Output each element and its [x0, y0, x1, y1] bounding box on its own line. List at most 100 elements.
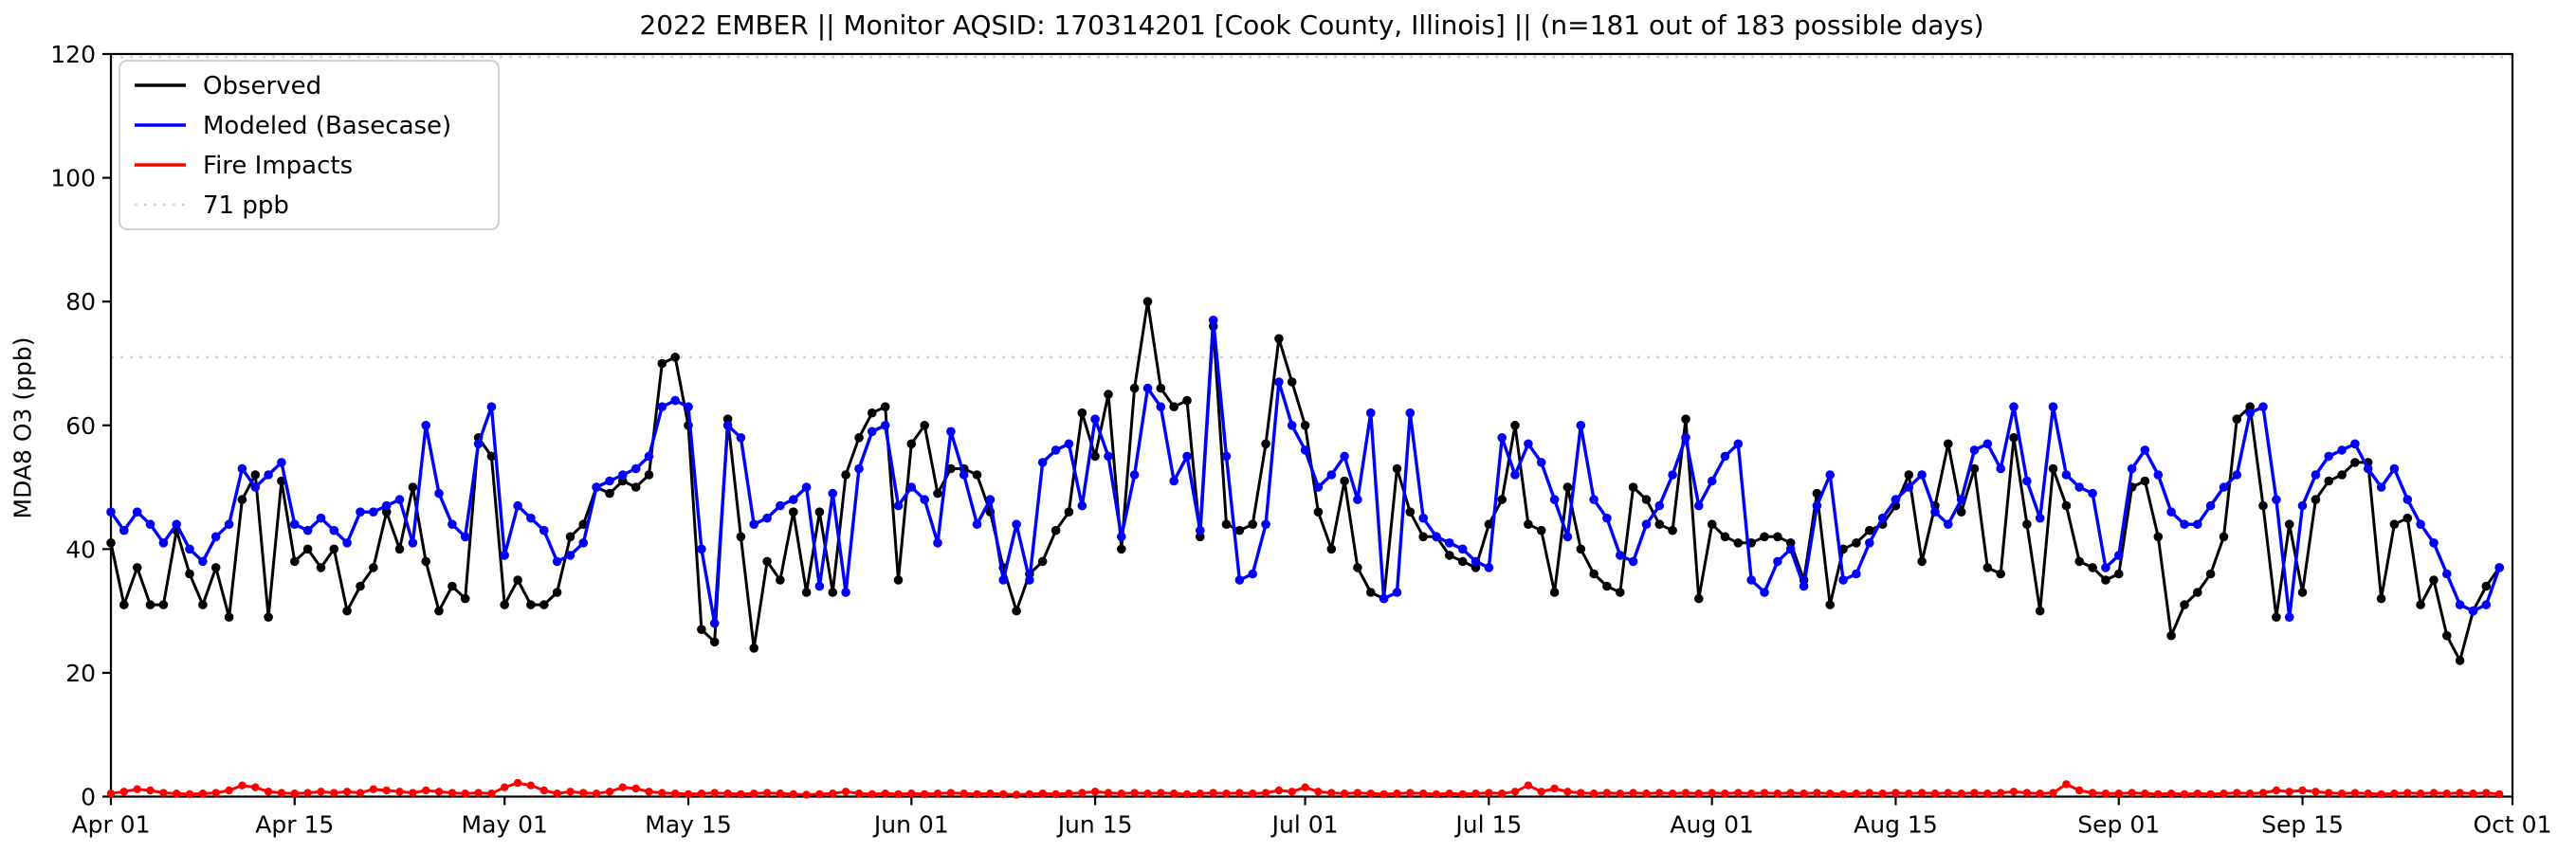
data-point	[1747, 789, 1756, 798]
data-point	[2246, 789, 2255, 798]
data-point	[1733, 538, 1744, 548]
data-point	[1852, 789, 1861, 798]
data-point	[1785, 544, 1796, 554]
data-point	[1760, 789, 1769, 797]
data-point	[501, 783, 509, 791]
data-point	[158, 538, 169, 548]
data-point	[526, 600, 536, 609]
data-point	[132, 507, 142, 517]
x-tick-label: Jun 15	[1056, 811, 1133, 839]
data-point	[998, 575, 1008, 585]
data-point	[1996, 463, 2005, 474]
data-point	[2377, 789, 2385, 799]
legend-label: Fire Impacts	[203, 152, 353, 180]
data-point	[1694, 593, 1704, 604]
data-point	[1930, 507, 1940, 517]
data-point	[330, 789, 338, 797]
data-point	[250, 482, 261, 492]
data-point	[2429, 789, 2439, 797]
data-point	[1445, 789, 1454, 798]
data-point	[1077, 500, 1087, 511]
data-point	[172, 519, 181, 529]
y-tick-label: 60	[65, 412, 96, 440]
data-point	[1576, 544, 1586, 554]
data-point	[1221, 451, 1232, 462]
data-point	[342, 788, 352, 796]
data-point	[2153, 532, 2164, 542]
data-point	[658, 789, 667, 797]
data-point	[684, 402, 693, 412]
y-tick-label: 120	[50, 41, 96, 68]
data-point	[2219, 482, 2229, 492]
data-point	[1733, 439, 1744, 449]
data-point	[461, 789, 469, 798]
data-point	[486, 451, 497, 462]
data-point	[1340, 476, 1349, 486]
data-point	[369, 507, 378, 517]
data-point	[1405, 408, 1416, 418]
data-point	[1025, 789, 1034, 799]
data-point	[1037, 556, 1048, 567]
data-point	[513, 500, 522, 511]
data-point	[237, 463, 247, 474]
x-tick-label: May 15	[645, 811, 731, 839]
data-point	[894, 789, 903, 799]
data-point	[1510, 421, 1520, 430]
data-point	[2325, 789, 2333, 797]
data-point	[592, 482, 601, 492]
data-point	[697, 625, 706, 634]
legend-label: 71 ppb	[203, 191, 289, 220]
data-point	[264, 788, 273, 796]
data-point	[736, 532, 746, 542]
data-point	[2140, 445, 2150, 455]
data-point	[290, 556, 300, 567]
data-point	[1274, 334, 1284, 344]
data-point	[946, 463, 956, 474]
data-point	[1104, 390, 1113, 399]
series-markers-1	[106, 316, 2504, 628]
data-point	[1379, 789, 1388, 799]
data-point	[1156, 383, 1166, 393]
data-point	[644, 451, 654, 462]
data-point	[2350, 458, 2360, 467]
data-point	[828, 488, 838, 499]
data-point	[264, 470, 273, 480]
data-point	[1157, 789, 1165, 797]
data-point	[776, 500, 785, 511]
data-point	[2416, 519, 2425, 529]
data-point	[2127, 463, 2137, 474]
data-point	[1078, 789, 1087, 797]
data-point	[185, 569, 194, 579]
data-point	[854, 463, 864, 474]
data-point	[854, 789, 864, 798]
data-point	[1694, 789, 1704, 798]
data-point	[302, 525, 313, 535]
data-point	[1904, 482, 1914, 492]
data-point	[2455, 656, 2465, 665]
data-point	[1602, 513, 1612, 523]
data-point	[1982, 563, 1993, 572]
data-point	[618, 783, 627, 791]
data-point	[1353, 789, 1362, 797]
data-point	[210, 532, 221, 542]
data-point	[1616, 551, 1625, 560]
data-point	[238, 781, 247, 789]
data-point	[2232, 470, 2242, 480]
data-point	[750, 789, 758, 798]
data-point	[2205, 500, 2216, 511]
data-point	[985, 495, 996, 504]
data-point	[2114, 569, 2124, 579]
data-point	[2389, 519, 2400, 529]
data-point	[697, 789, 706, 798]
data-point	[1681, 414, 1690, 425]
data-point	[1997, 789, 2005, 797]
data-point	[1340, 451, 1349, 462]
data-point	[2180, 789, 2189, 799]
data-point	[473, 439, 484, 449]
data-point	[1616, 789, 1625, 798]
data-point	[1104, 451, 1113, 462]
data-point	[2193, 588, 2202, 597]
data-point	[1313, 507, 1324, 517]
data-point	[762, 513, 772, 523]
